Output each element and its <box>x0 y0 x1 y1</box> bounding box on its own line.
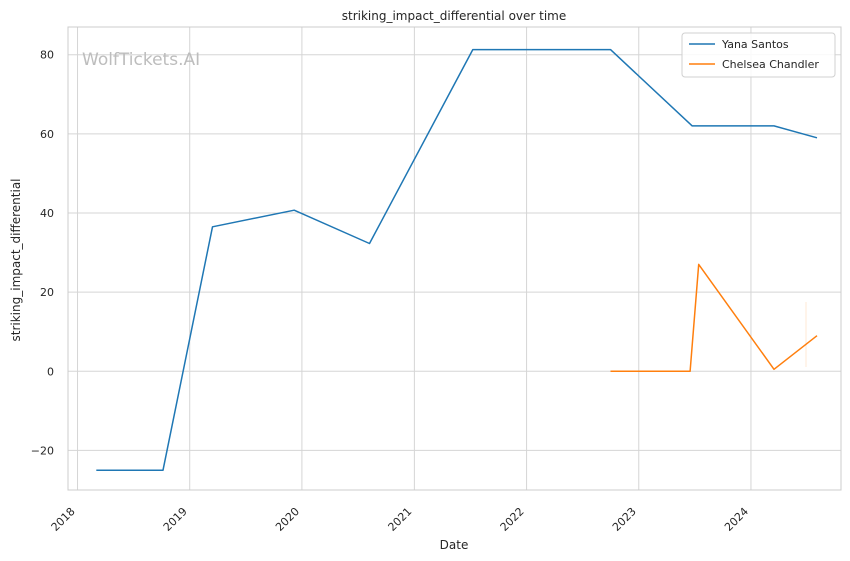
series-line-yana-santos <box>96 48 818 471</box>
x-tick-label: 2024 <box>722 505 751 534</box>
watermark-text: WolfTickets.AI <box>82 50 200 70</box>
y-tick-label: 60 <box>40 128 54 141</box>
x-tick-label: 2019 <box>161 505 190 534</box>
x-tick-label: 2023 <box>610 505 639 534</box>
legend: Yana Santos Chelsea Chandler <box>681 32 836 78</box>
series-line-chelsea-chandler <box>610 263 818 373</box>
y-axis-title: striking_impact_differential <box>9 178 23 341</box>
plot-frame <box>67 26 842 491</box>
y-axis-ticks: −20 0 20 40 60 80 <box>31 49 54 458</box>
x-axis-title: Date <box>440 538 469 552</box>
legend-box <box>681 32 836 78</box>
series-lines <box>96 48 818 471</box>
x-axis-ticks: 2018 2019 2020 2021 2022 2023 2024 <box>49 505 751 534</box>
y-tick-label: −20 <box>31 444 54 457</box>
y-tick-label: 80 <box>40 49 54 62</box>
x-tick-label: 2020 <box>273 505 302 534</box>
legend-label-yana-santos: Yana Santos <box>721 38 789 51</box>
chart-title: striking_impact_differential over time <box>342 9 567 23</box>
plot-background <box>68 27 841 490</box>
legend-label-chelsea-chandler: Chelsea Chandler <box>722 58 819 71</box>
y-tick-label: 20 <box>40 286 54 299</box>
y-tick-label: 40 <box>40 207 54 220</box>
x-tick-label: 2022 <box>498 505 527 534</box>
x-tick-label: 2021 <box>386 505 415 534</box>
y-tick-label: 0 <box>47 365 54 378</box>
grid <box>68 27 841 490</box>
x-tick-label: 2018 <box>49 505 78 534</box>
